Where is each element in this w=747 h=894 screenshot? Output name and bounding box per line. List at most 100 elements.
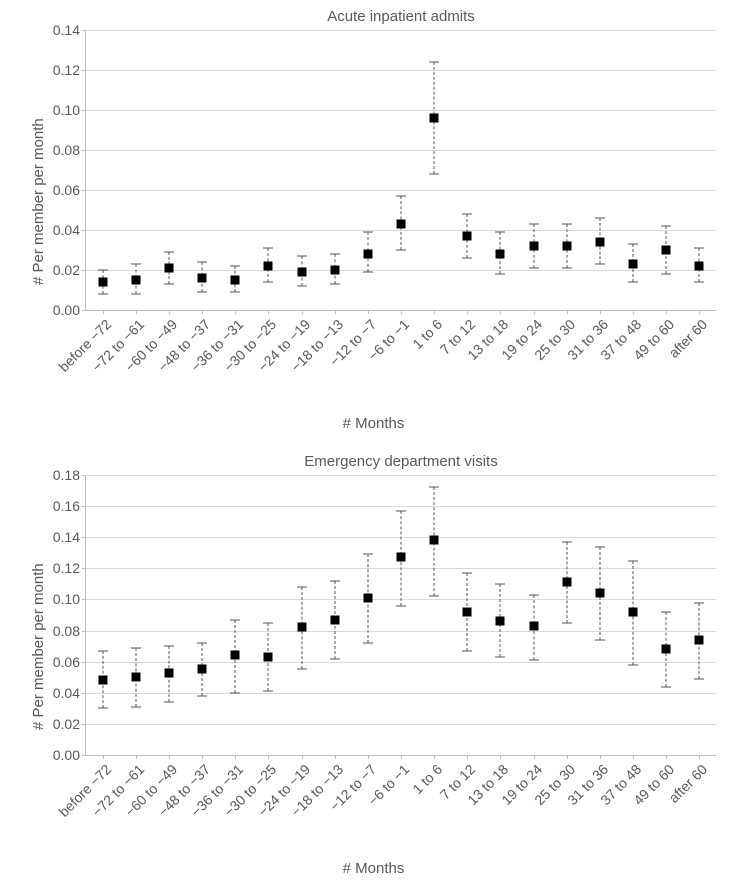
error-cap-lower [131, 706, 141, 707]
xtick-mark [401, 310, 402, 314]
gridline [86, 475, 716, 476]
ytick-mark [82, 568, 86, 569]
ytick-label: 0.10 [53, 102, 80, 118]
gridline [86, 270, 716, 271]
error-cap-upper [562, 224, 572, 225]
error-cap-upper [595, 546, 605, 547]
error-cap-lower [98, 708, 108, 709]
error-cap-upper [297, 256, 307, 257]
error-cap-upper [495, 583, 505, 584]
error-cap-upper [562, 541, 572, 542]
data-point [164, 264, 173, 273]
error-cap-upper [628, 244, 638, 245]
data-point [164, 668, 173, 677]
error-cap-lower [164, 284, 174, 285]
xtick-mark [103, 310, 104, 314]
error-cap-lower [230, 692, 240, 693]
data-point [397, 220, 406, 229]
data-point [430, 536, 439, 545]
error-cap-upper [363, 232, 373, 233]
gridline [86, 724, 716, 725]
data-point [463, 232, 472, 241]
xtick-mark [169, 755, 170, 759]
error-cap-upper [98, 650, 108, 651]
error-cap-lower [529, 660, 539, 661]
ytick-label: 0.18 [53, 467, 80, 483]
data-point [198, 274, 207, 283]
ytick-mark [82, 693, 86, 694]
ytick-label: 0.00 [53, 747, 80, 763]
ytick-mark [82, 755, 86, 756]
data-point [662, 645, 671, 654]
data-point [662, 246, 671, 255]
error-cap-upper [396, 196, 406, 197]
data-point [297, 623, 306, 632]
error-cap-lower [628, 664, 638, 665]
error-cap-lower [628, 282, 638, 283]
error-cap-lower [661, 274, 671, 275]
ytick-mark [82, 475, 86, 476]
error-cap-lower [297, 286, 307, 287]
y-axis-label: # Per member per month [30, 563, 47, 730]
error-cap-lower [263, 691, 273, 692]
xtick-mark [103, 755, 104, 759]
ytick-label: 0.04 [53, 685, 80, 701]
error-cap-upper [98, 270, 108, 271]
data-point [529, 621, 538, 630]
error-cap-upper [462, 573, 472, 574]
gridline [86, 693, 716, 694]
data-point [363, 593, 372, 602]
error-cap-upper [462, 214, 472, 215]
ytick-mark [82, 150, 86, 151]
ytick-label: 0.06 [53, 182, 80, 198]
data-point [231, 651, 240, 660]
ytick-mark [82, 310, 86, 311]
xtick-mark [169, 310, 170, 314]
data-point [264, 653, 273, 662]
error-cap-upper [429, 62, 439, 63]
error-cap-lower [164, 702, 174, 703]
ytick-mark [82, 537, 86, 538]
xtick-mark [600, 755, 601, 759]
chart-title: Emergency department visits [86, 453, 716, 470]
data-point [231, 276, 240, 285]
error-cap-lower [197, 292, 207, 293]
x-axis-label: # Months [0, 415, 747, 432]
ytick-mark [82, 631, 86, 632]
error-cap-upper [263, 248, 273, 249]
error-cap-lower [562, 622, 572, 623]
error-cap-lower [363, 272, 373, 273]
error-cap-lower [595, 264, 605, 265]
ytick-mark [82, 599, 86, 600]
xtick-mark [434, 755, 435, 759]
error-cap-lower [330, 284, 340, 285]
xtick-mark [302, 755, 303, 759]
xtick-mark [335, 755, 336, 759]
xtick-mark [534, 755, 535, 759]
error-cap-lower [694, 282, 704, 283]
error-cap-lower [230, 292, 240, 293]
error-cap-upper [429, 487, 439, 488]
xtick-mark [699, 310, 700, 314]
data-point [629, 607, 638, 616]
xtick-mark [202, 755, 203, 759]
xtick-mark [434, 310, 435, 314]
ytick-label: 0.00 [53, 302, 80, 318]
xtick-mark [136, 755, 137, 759]
data-point [695, 635, 704, 644]
error-cap-lower [595, 639, 605, 640]
error-cap-upper [694, 248, 704, 249]
xtick-mark [235, 310, 236, 314]
ytick-mark [82, 662, 86, 663]
data-point [695, 262, 704, 271]
xtick-mark [335, 310, 336, 314]
xtick-mark [600, 310, 601, 314]
error-cap-lower [694, 678, 704, 679]
plot-area: Acute inpatient admits0.000.020.040.060.… [85, 30, 716, 311]
error-cap-lower [98, 294, 108, 295]
data-point [198, 665, 207, 674]
error-cap-upper [661, 611, 671, 612]
xtick-mark [368, 755, 369, 759]
ytick-label: 0.04 [53, 222, 80, 238]
gridline [86, 150, 716, 151]
